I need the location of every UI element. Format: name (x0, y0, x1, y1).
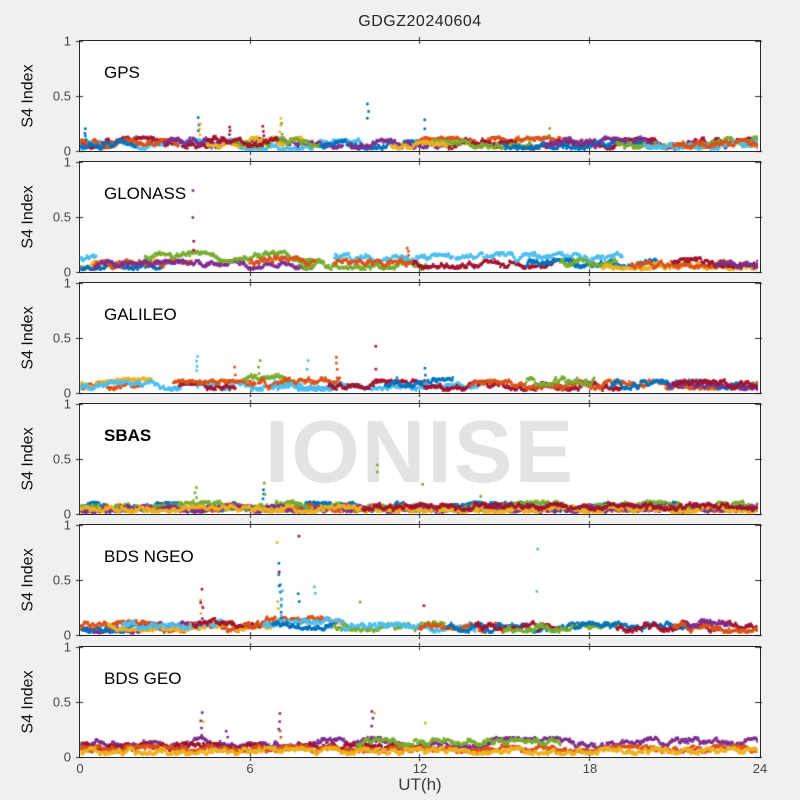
y-tick-label: 1 (63, 275, 71, 291)
bds-ngeo-scatter-canvas (73, 518, 765, 642)
constellation-label: GALILEO (104, 305, 177, 324)
y-axis-label: S4 Index (20, 670, 37, 734)
x-tick-label: 24 (752, 761, 768, 776)
bds-geo-scatter-canvas (73, 640, 765, 764)
y-tick-label: 0.5 (52, 209, 71, 225)
y-axis-label: S4 Index (20, 185, 37, 249)
y-tick-label: 1 (63, 396, 71, 412)
panel-glonass: S4 Index 1 0.5 0 GLONASS (20, 155, 765, 280)
constellation-label: GPS (104, 63, 140, 82)
y-axis-label: S4 Index (20, 548, 37, 612)
y-tick-label: 1 (63, 33, 71, 49)
gps-scatter-canvas (73, 34, 765, 158)
constellation-label: SBAS (104, 426, 152, 445)
constellation-label: GLONASS (104, 184, 187, 203)
constellation-label: BDS GEO (104, 669, 182, 688)
x-tick-label: 12 (412, 761, 428, 776)
y-tick-label: 0.5 (52, 330, 71, 346)
glonass-scatter-canvas (73, 155, 765, 279)
y-tick-label: 0 (63, 506, 71, 522)
y-tick-label: 0 (63, 627, 71, 643)
galileo-scatter-canvas (73, 276, 765, 400)
constellation-label: BDS NGEO (104, 547, 194, 566)
y-tick-label: 0.5 (52, 88, 71, 104)
y-tick-label: 1 (63, 639, 71, 655)
y-axis-label: S4 Index (20, 306, 37, 370)
x-axis-label: UT(h) (398, 775, 442, 794)
y-axis-label: S4 Index (20, 64, 37, 128)
y-tick-label: 0.5 (52, 572, 71, 588)
x-tick-label: 18 (582, 761, 598, 776)
panel-bds-ngeo: S4 Index 1 0.5 0 BDS NGEO (20, 518, 765, 643)
y-tick-label: 0 (63, 749, 71, 765)
y-tick-label: 0.5 (52, 451, 71, 467)
sbas-scatter-canvas (73, 397, 765, 521)
panel-bds-geo: S4 Index 1 0.5 0 BDS GEO (20, 640, 765, 765)
panel-galileo: S4 Index 1 0.5 0 GALILEO (20, 276, 765, 401)
y-tick-label: 1 (63, 154, 71, 170)
y-tick-label: 1 (63, 517, 71, 533)
figure-title: GDGZ20240604 (358, 13, 482, 30)
y-tick-label: 0 (63, 385, 71, 401)
panel-gps: S4 Index 1 0.5 0 GPS (20, 34, 765, 159)
x-tick-label: 6 (246, 761, 254, 776)
x-tick-label: 0 (76, 761, 84, 776)
y-tick-label: 0 (63, 143, 71, 159)
panel-sbas: IONISE S4 Index 1 0.5 0 SBAS (20, 397, 765, 522)
y-axis-label: S4 Index (20, 427, 37, 491)
y-tick-label: 0 (63, 264, 71, 280)
y-tick-label: 0.5 (52, 694, 71, 710)
